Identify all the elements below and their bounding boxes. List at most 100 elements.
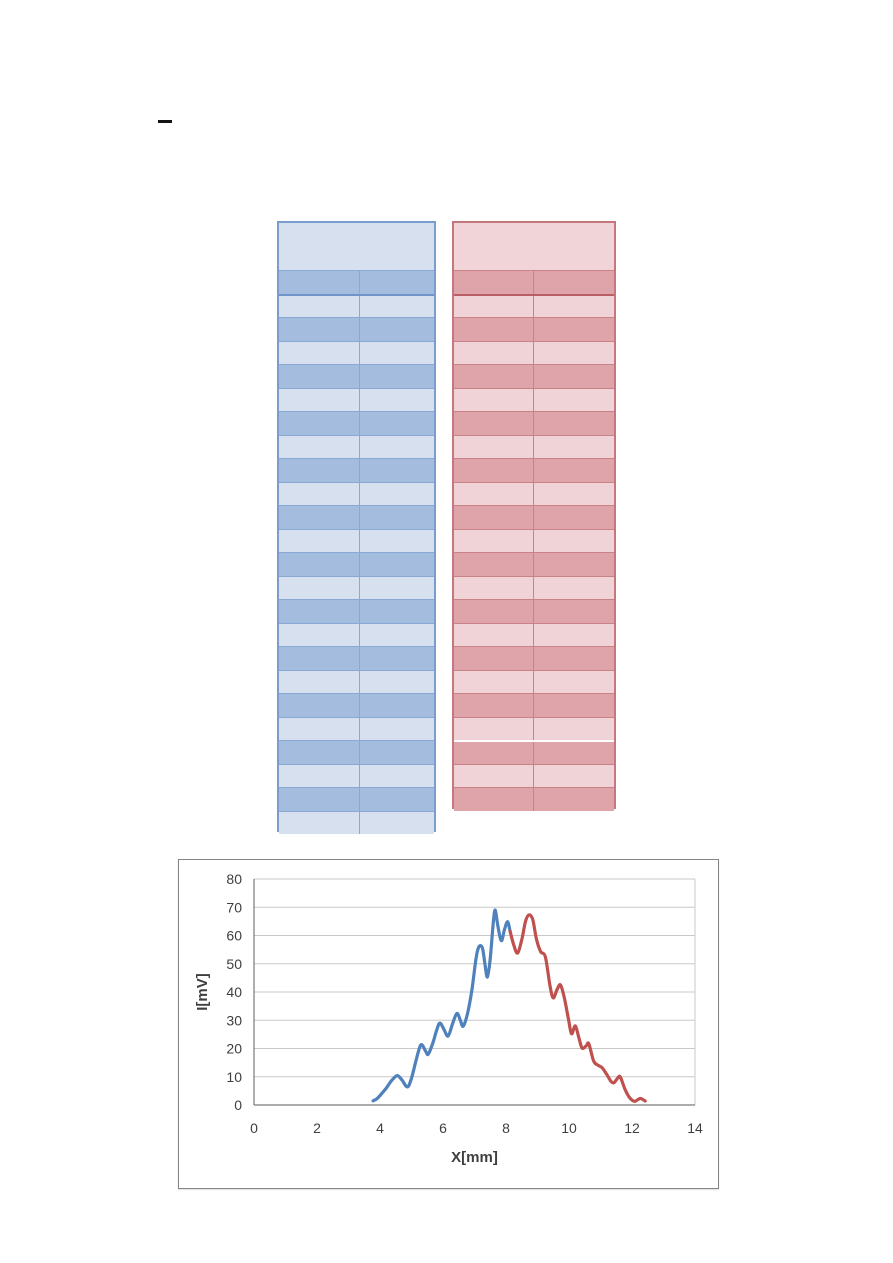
table-row (454, 411, 614, 435)
table-row (279, 434, 434, 458)
table-cell (279, 459, 360, 482)
table-cell (454, 318, 534, 341)
table-cell (533, 600, 614, 623)
red-data-table[interactable] (452, 221, 616, 811)
table-cell (279, 506, 360, 529)
table-cell (279, 788, 360, 811)
table-cell (279, 341, 360, 364)
table-cell (454, 459, 534, 482)
table-row (279, 575, 434, 599)
x-tick-label: 10 (561, 1120, 577, 1136)
table-row (279, 411, 434, 435)
series-line-red-scan (508, 913, 647, 1103)
table-cell (533, 529, 614, 552)
table-cell (279, 553, 360, 576)
table-cell (279, 365, 360, 388)
table-cell (533, 576, 614, 599)
table-header-cell (454, 223, 614, 270)
table-cell (359, 741, 434, 764)
table-row (454, 646, 614, 670)
table-cell (359, 576, 434, 599)
table-cell (279, 388, 360, 411)
y-tick-label: 40 (226, 984, 242, 1000)
table-row (454, 740, 614, 764)
table-cell (533, 764, 614, 787)
table-cell (533, 742, 614, 764)
x-tick-label: 2 (313, 1120, 321, 1136)
table-row (454, 693, 614, 717)
blue-data-table[interactable] (277, 221, 436, 834)
table-cell (533, 412, 614, 435)
table-row (454, 716, 614, 740)
table-cell (533, 788, 614, 811)
table-cell (359, 553, 434, 576)
table-cell (454, 506, 534, 529)
table-cell (454, 271, 534, 294)
table-row (454, 293, 614, 317)
table-cell (533, 647, 614, 670)
table-cell (359, 341, 434, 364)
table-cell (533, 553, 614, 576)
table-row (454, 481, 614, 505)
table-cell (533, 694, 614, 717)
table-cell (279, 318, 360, 341)
table-cell (279, 600, 360, 623)
table-cell (359, 764, 434, 787)
table-cell (454, 482, 534, 505)
table-cell (454, 388, 534, 411)
table-cell (359, 482, 434, 505)
table-row (454, 340, 614, 364)
table-row (454, 552, 614, 576)
table-row (279, 505, 434, 529)
table-cell (279, 670, 360, 693)
table-cell (533, 365, 614, 388)
table-row (279, 646, 434, 670)
y-tick-label: 70 (226, 899, 242, 915)
table-row (454, 575, 614, 599)
y-axis-title: I[mV] (194, 973, 211, 1011)
table-row (454, 787, 614, 811)
chart-frame[interactable]: 0 10 20 30 40 50 60 70 80 0 2 4 6 8 10 12 14 I[mV] X[mm] (178, 859, 719, 1189)
table-row (454, 622, 614, 646)
table-cell (279, 295, 360, 317)
table-cell (279, 576, 360, 599)
table-row (279, 528, 434, 552)
table-row (279, 293, 434, 317)
table-cell (359, 717, 434, 740)
table-cell (359, 365, 434, 388)
table-cell (359, 318, 434, 341)
table-cell (454, 435, 534, 458)
table-cell (279, 623, 360, 646)
table-cell (359, 295, 434, 317)
table-cell (359, 600, 434, 623)
table-cell (359, 271, 434, 294)
table-row (279, 669, 434, 693)
table-row (279, 693, 434, 717)
table-cell (279, 529, 360, 552)
table-row (454, 458, 614, 482)
table-row (454, 387, 614, 411)
table-cell (454, 365, 534, 388)
table-cell (359, 811, 434, 834)
table-row (454, 434, 614, 458)
table-row (279, 716, 434, 740)
table-cell (359, 459, 434, 482)
table-cell (279, 647, 360, 670)
table-row (279, 810, 434, 834)
table-row (279, 317, 434, 341)
table-row (279, 599, 434, 623)
table-cell (533, 341, 614, 364)
table-row (279, 622, 434, 646)
table-cell (533, 318, 614, 341)
table-row (279, 740, 434, 764)
series-line-blue-scan (371, 908, 512, 1103)
y-tick-label: 0 (234, 1097, 242, 1113)
table-cell (454, 576, 534, 599)
table-cell (454, 742, 534, 764)
table-cell (454, 694, 534, 717)
table-cell (279, 811, 360, 834)
y-tick-label: 20 (226, 1041, 242, 1057)
x-tick-label: 14 (687, 1120, 703, 1136)
table-row (454, 669, 614, 693)
table-cell (454, 717, 534, 740)
